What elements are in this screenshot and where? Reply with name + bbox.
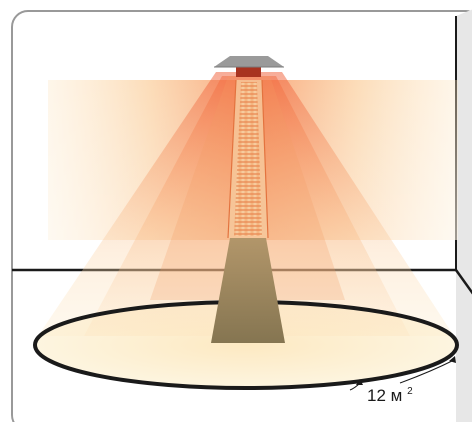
patio-heater-icon (211, 56, 285, 343)
heater-burner (236, 67, 261, 77)
heater-flame-coil (234, 82, 262, 236)
area-arrow-right (399, 359, 455, 384)
heater-cap (214, 56, 284, 67)
area-value: 12 (367, 386, 386, 405)
area-unit-exponent: 2 (407, 386, 413, 397)
heater-base (211, 238, 285, 343)
floor-right-line (454, 269, 472, 295)
right-wall (456, 9, 472, 422)
area-label-arrows (349, 356, 456, 391)
area-label: 12 м 2 (367, 386, 413, 405)
area-unit: м (391, 386, 403, 405)
